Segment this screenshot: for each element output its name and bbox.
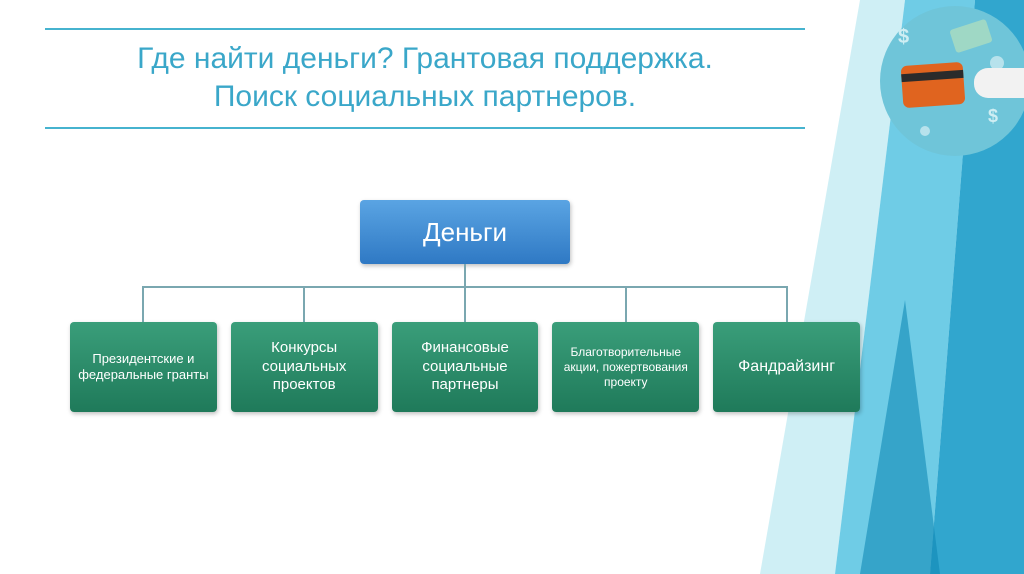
header: Где найти деньги? Грантовая поддержка. По… (45, 28, 805, 129)
org-root: Деньги (360, 200, 570, 264)
title-line-1: Где найти деньги? Грантовая поддержка. (137, 42, 713, 75)
org-child-label: Благотворительные акции, пожертвования п… (560, 345, 691, 390)
org-child-label: Фандрайзинг (738, 357, 835, 377)
org-child: Конкурсы социальных проектов (231, 322, 378, 412)
money-icon: $ $ (880, 6, 1024, 156)
org-child: Благотворительные акции, пожертвования п… (552, 322, 699, 412)
org-connectors (70, 264, 860, 322)
org-children: Президентские и федеральные гранты Конкур… (70, 322, 860, 412)
slide: $ $ Где найти деньги? Грантовая поддержк… (0, 0, 1024, 574)
org-child: Фандрайзинг (713, 322, 860, 412)
org-child: Президентские и федеральные гранты (70, 322, 217, 412)
org-child-label: Конкурсы социальных проектов (239, 339, 370, 395)
org-child-label: Президентские и федеральные гранты (78, 351, 209, 384)
org-root-label: Деньги (423, 217, 507, 248)
header-rule-bottom (45, 127, 805, 129)
org-child-label: Финансовые социальные партнеры (400, 339, 531, 395)
org-chart: Деньги Президентские и федеральные грант… (70, 200, 860, 412)
slide-title: Где найти деньги? Грантовая поддержка. По… (45, 30, 805, 127)
title-line-2: Поиск социальных партнеров. (214, 80, 636, 113)
org-child: Финансовые социальные партнеры (392, 322, 539, 412)
